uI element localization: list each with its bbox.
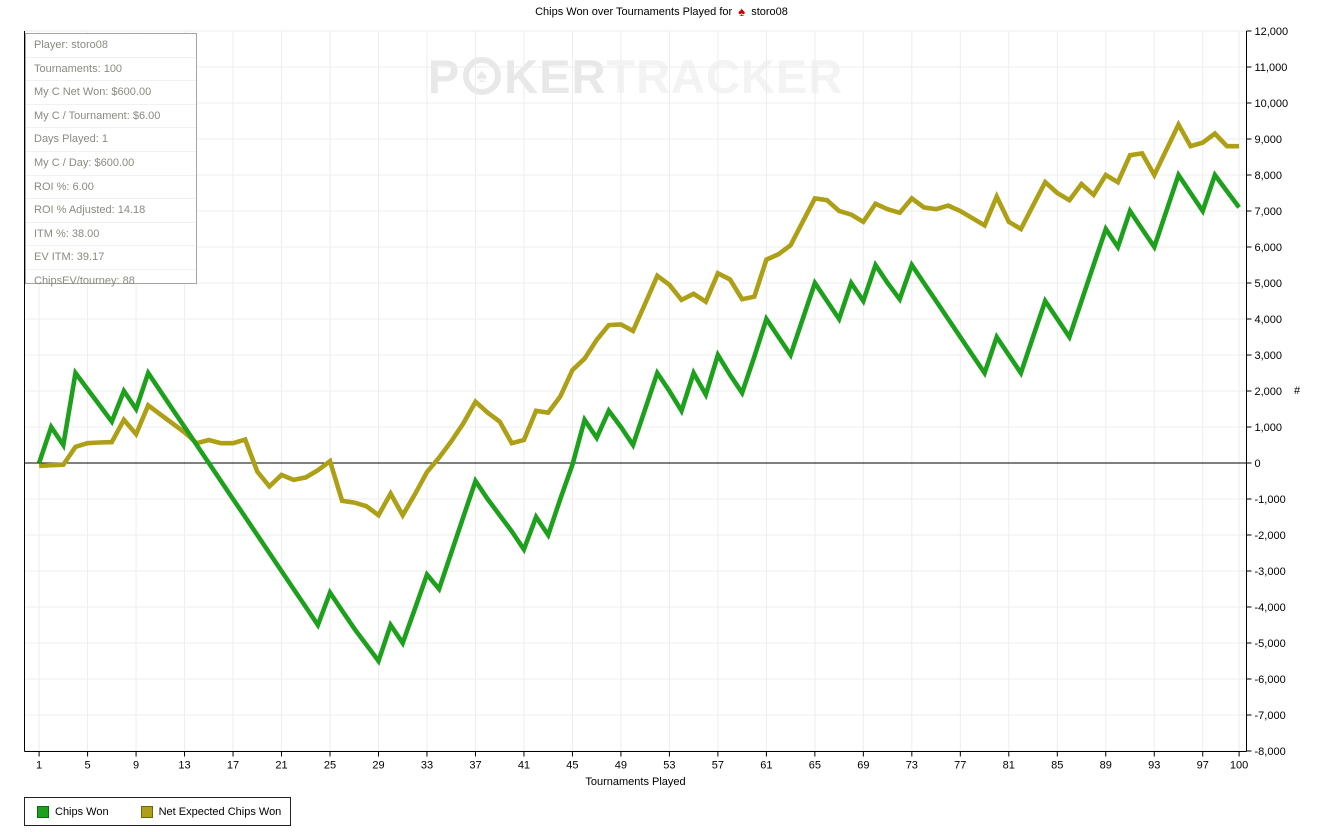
y-tick-label: -2,000: [1255, 530, 1286, 542]
gridlines: [24, 30, 1247, 752]
x-tick-label: 100: [1230, 760, 1248, 772]
watermark-ker: KER: [504, 49, 607, 103]
y-tick-label: 4,000: [1255, 314, 1283, 326]
x-tick-label: 81: [1003, 760, 1015, 772]
x-tick-label: 1: [36, 760, 42, 772]
y-tick-label: -5,000: [1255, 638, 1286, 650]
pokertracker-watermark: P ♠ KER TRACKER: [25, 48, 1246, 104]
y-tick-label: -8,000: [1255, 746, 1286, 758]
y-tick-label: 2,000: [1255, 386, 1283, 398]
stat-chipsev-tourney: ChipsEV/tourney: 88: [34, 274, 135, 287]
y-tick-label: 5,000: [1255, 278, 1283, 290]
y-tick-label: 11,000: [1255, 62, 1288, 74]
x-tick-label: 73: [906, 760, 918, 772]
net-expected-chips-won-line: [38, 119, 1240, 520]
x-tick-label: 21: [275, 760, 287, 772]
net-expected-swatch: [140, 805, 153, 818]
stats-panel: Player: storo08 Tournaments: 100 My C Ne…: [25, 33, 197, 287]
y-tick-label: -6,000: [1255, 674, 1286, 686]
y-tick-label: 0: [1255, 458, 1261, 470]
y-tick-label: -4,000: [1255, 602, 1286, 614]
y-tick-label: 12,000: [1255, 26, 1289, 38]
x-tick-label: 53: [663, 760, 675, 772]
tick-marks: [38, 30, 1252, 757]
x-tick-label: 97: [1197, 760, 1209, 772]
chart-title: Chips Won over Tournaments Played for ♠ …: [0, 4, 1323, 19]
poker-chip-icon: ♠: [463, 57, 502, 95]
chart-title-player: storo08: [751, 6, 788, 18]
y-tick-label: 1,000: [1255, 422, 1283, 434]
stat-itm: ITM %: 38.00: [26, 223, 196, 247]
x-tick-label: 5: [85, 760, 91, 772]
chips-won-swatch: [37, 805, 49, 818]
y-tick-label: 10,000: [1255, 98, 1289, 110]
x-tick-label: 49: [615, 760, 627, 772]
y-tick-label: -7,000: [1255, 710, 1286, 722]
x-tick-label: 13: [178, 760, 190, 772]
x-tick-label: 17: [227, 760, 239, 772]
x-tick-label: 57: [712, 760, 724, 772]
x-tick-label: 65: [809, 760, 821, 772]
y-tick-label: 3,000: [1255, 350, 1283, 362]
x-tick-label: 89: [1100, 760, 1112, 772]
x-tick-label: 93: [1148, 760, 1160, 772]
chips-won-label: Chips Won: [55, 805, 109, 818]
watermark-tracker: TRACKER: [606, 49, 844, 103]
x-tick-label: 85: [1051, 760, 1063, 772]
stat-net-won: My C Net Won: $600.00: [26, 81, 196, 105]
y-tick-label: -3,000: [1255, 566, 1286, 578]
chart-title-text: Chips Won over Tournaments Played for: [535, 6, 733, 18]
y-tick-label: 9,000: [1255, 134, 1283, 146]
x-tick-label: 29: [372, 760, 384, 772]
stat-per-tournament: My C / Tournament: $6.00: [26, 105, 196, 129]
stat-roi: ROI %: 6.00: [26, 176, 196, 200]
stat-tournaments: Tournaments: 100: [26, 58, 196, 82]
x-tick-label: 37: [469, 760, 481, 772]
y-axis-label: #: [1294, 385, 1301, 397]
x-tick-label: 41: [518, 760, 530, 772]
stat-ev-itm: EV ITM: 39.17: [26, 246, 196, 270]
tick-labels: -8,000 -7,000 -6,000 -5,000 -4,000 -3,000 -2,0…: [36, 26, 1288, 772]
x-tick-label: 77: [954, 760, 966, 772]
net-expected-label: Net Expected Chips Won: [158, 805, 282, 818]
y-tick-label: 6,000: [1255, 242, 1283, 254]
stat-days-played: Days Played: 1: [26, 128, 196, 152]
stat-per-day: My C / Day: $600.00: [26, 152, 196, 176]
pokerstars-spade-icon: ♠: [738, 4, 746, 19]
y-tick-label: 8,000: [1255, 170, 1283, 182]
x-tick-label: 45: [566, 760, 578, 772]
stat-player: Player: storo08: [26, 34, 196, 58]
x-tick-label: 25: [324, 760, 336, 772]
x-tick-label: 69: [857, 760, 869, 772]
x-tick-label: 9: [133, 760, 139, 772]
legend: Chips Won Net Expected Chips Won: [24, 797, 291, 826]
y-tick-label: -1,000: [1255, 494, 1286, 506]
legend-item-net-expected: Net Expected Chips Won: [140, 805, 282, 818]
x-tick-label: 33: [421, 760, 433, 772]
x-axis-label: Tournaments Played: [585, 776, 686, 788]
stat-roi-adjusted: ROI % Adjusted: 14.18: [26, 199, 196, 223]
chips-won-line: [36, 169, 1241, 666]
legend-item-chips-won: Chips Won: [37, 805, 109, 818]
x-tick-label: 61: [760, 760, 772, 772]
y-tick-label: 7,000: [1255, 206, 1283, 218]
watermark-p: P: [427, 49, 461, 103]
